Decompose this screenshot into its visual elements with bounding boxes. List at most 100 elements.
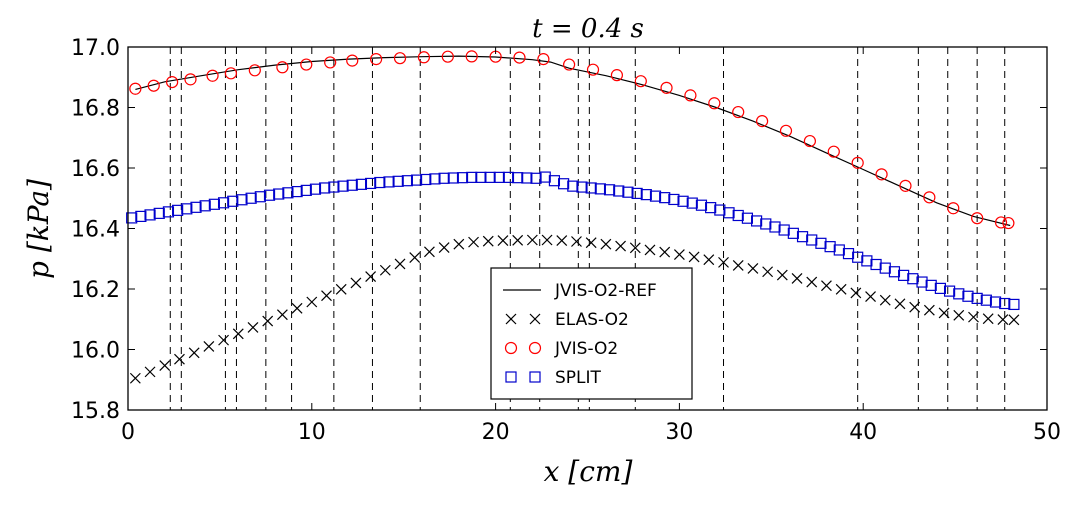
point-elas-o2 — [276, 309, 288, 321]
point-split — [888, 266, 901, 278]
chart-title: t = 0.4 s — [532, 14, 644, 44]
point-split — [208, 198, 220, 210]
y-tick-label: 16.8 — [71, 97, 120, 122]
point-elas-o2 — [512, 234, 524, 246]
point-elas-o2 — [203, 341, 215, 352]
point-jvis-o2 — [756, 115, 769, 128]
point-split — [879, 262, 891, 274]
point-split — [971, 292, 983, 304]
point-split — [943, 285, 956, 297]
point-split — [714, 204, 726, 216]
point-split — [705, 202, 717, 214]
point-jvis-o2 — [370, 52, 383, 66]
point-split — [300, 184, 312, 196]
point-jvis-o2 — [923, 191, 936, 204]
point-split — [144, 209, 156, 221]
point-elas-o2 — [879, 294, 891, 306]
point-elas-o2 — [144, 366, 156, 378]
point-split — [787, 227, 799, 239]
point-elas-o2 — [306, 296, 318, 308]
point-split — [254, 191, 266, 203]
point-split — [668, 193, 680, 206]
point-split — [539, 171, 551, 183]
point-jvis-o2 — [147, 79, 160, 92]
point-split — [172, 204, 184, 216]
point-split — [346, 179, 358, 191]
series-elas-o2 — [129, 234, 1020, 384]
series-split — [126, 171, 1020, 311]
point-split — [199, 200, 211, 212]
x-axis-label: x [cm] — [544, 455, 633, 488]
point-elas-o2 — [821, 280, 832, 292]
point-elas-o2 — [850, 287, 862, 299]
point-elas-o2 — [350, 277, 362, 289]
point-split — [649, 190, 662, 202]
point-elas-o2 — [938, 307, 950, 319]
point-split — [383, 176, 395, 188]
point-elas-o2 — [541, 234, 553, 246]
x-tick-label: 50 — [1033, 420, 1061, 445]
point-split — [512, 172, 524, 184]
point-elas-o2 — [482, 235, 494, 247]
point-split — [778, 224, 790, 236]
x-tick-label: 20 — [482, 420, 510, 445]
point-elas-o2 — [718, 256, 729, 268]
y-tick-label: 16.4 — [71, 218, 120, 243]
point-elas-o2 — [644, 244, 656, 256]
point-elas-o2 — [600, 238, 612, 250]
point-split — [401, 175, 413, 187]
point-split — [438, 172, 450, 184]
point-elas-o2 — [365, 271, 377, 283]
point-split — [153, 207, 165, 219]
point-split — [162, 206, 175, 218]
point-elas-o2 — [585, 237, 597, 249]
point-split — [907, 273, 919, 285]
point-split — [263, 189, 276, 201]
point-elas-o2 — [615, 240, 627, 252]
point-split — [953, 288, 965, 300]
point-elas-o2 — [453, 238, 465, 250]
x-tick-label: 40 — [849, 420, 877, 445]
legend-label-jvis-o2: JVIS-O2 — [554, 339, 618, 359]
point-split — [456, 172, 469, 184]
point-split — [686, 197, 698, 209]
point-jvis-o2 — [563, 58, 576, 71]
point-elas-o2 — [732, 259, 744, 271]
point-jvis-o2 — [610, 69, 624, 82]
point-split — [677, 195, 689, 207]
point-elas-o2 — [865, 291, 876, 302]
point-split — [328, 181, 340, 193]
point-split — [613, 185, 625, 197]
point-elas-o2 — [556, 235, 568, 247]
point-split — [245, 192, 257, 204]
point-split — [585, 182, 597, 194]
legend: JVIS-O2-REF ELAS-O2 JVIS-O2 SPLIT — [490, 267, 693, 400]
point-jvis-o2 — [129, 82, 142, 95]
point-split — [980, 294, 992, 306]
point-split — [429, 173, 441, 185]
point-jvis-o2 — [827, 145, 840, 158]
point-split — [567, 180, 579, 192]
point-split — [760, 218, 772, 230]
point-split — [631, 187, 643, 200]
point-split — [934, 282, 946, 294]
point-jvis-o2 — [346, 54, 359, 67]
point-jvis-o2 — [537, 52, 550, 66]
point-split — [420, 173, 432, 186]
legend-swatch-split — [505, 371, 517, 383]
point-split — [530, 172, 542, 184]
point-jvis-o2 — [417, 51, 431, 64]
point-elas-o2 — [497, 235, 509, 247]
point-split — [291, 185, 303, 198]
point-jvis-o2 — [708, 97, 721, 110]
point-jvis-o2 — [324, 56, 337, 69]
y-tick-label: 16.2 — [71, 278, 120, 303]
point-split — [484, 171, 496, 183]
point-elas-o2 — [1008, 314, 1020, 326]
point-elas-o2 — [409, 252, 421, 263]
point-jvis-o2 — [206, 69, 219, 82]
x-tick-label: 30 — [665, 420, 693, 445]
point-split — [319, 182, 331, 194]
point-split — [374, 176, 386, 189]
point-elas-o2 — [688, 251, 700, 263]
